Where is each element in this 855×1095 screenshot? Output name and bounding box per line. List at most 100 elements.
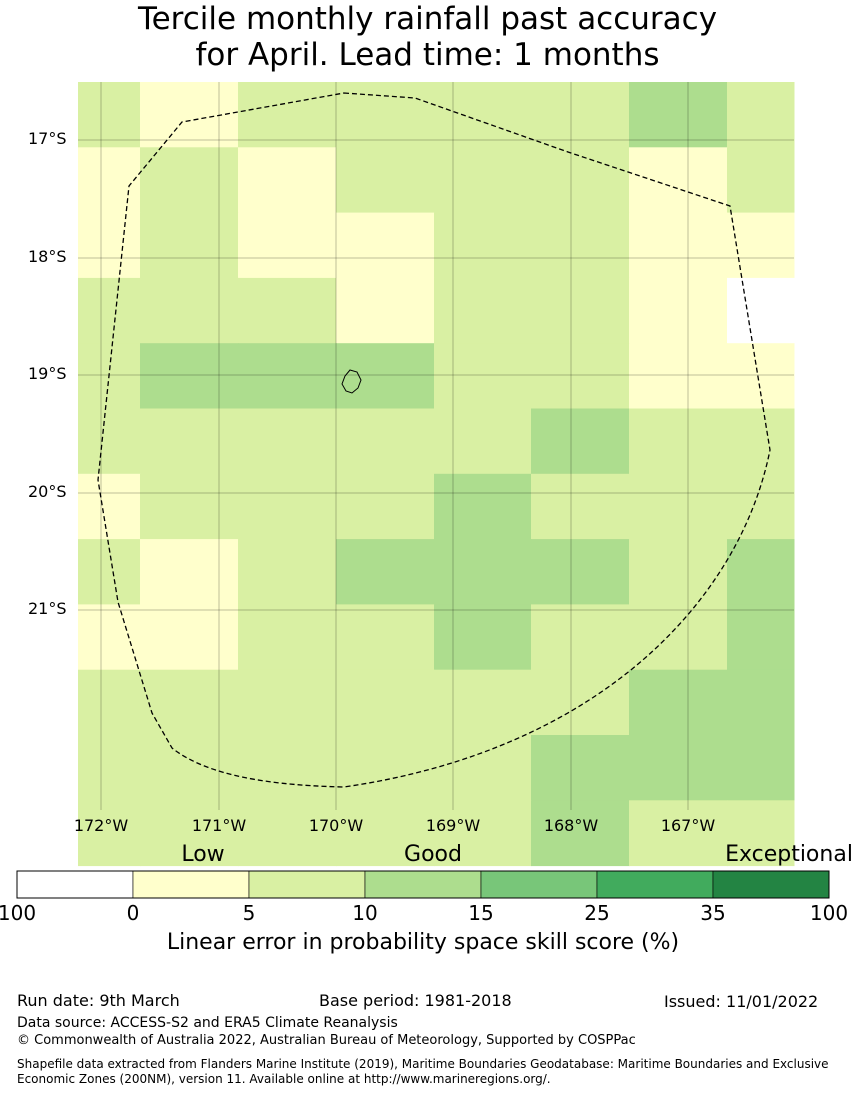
grid-cell	[238, 277, 337, 344]
grid-cell	[434, 800, 532, 867]
grid-cell	[140, 277, 239, 344]
grid-cell	[727, 735, 795, 801]
grid-cell	[434, 82, 532, 148]
grid-cell	[336, 147, 435, 214]
grid-cell	[78, 212, 141, 279]
grid-cell	[629, 604, 728, 671]
grid-cell	[727, 82, 795, 148]
grid-cell	[531, 147, 630, 214]
lat-label-21s: 21°S	[28, 599, 67, 618]
grid-cell	[336, 343, 435, 409]
grid-cell	[238, 212, 337, 279]
grid-cell	[336, 539, 435, 605]
colorbar-segment	[132, 870, 250, 899]
grid-cell	[727, 604, 795, 671]
lon-label-172w: 172°W	[73, 816, 129, 835]
grid-cell	[434, 473, 532, 540]
grid-cell	[531, 82, 630, 148]
grid-cell	[629, 735, 728, 801]
skill-grid	[78, 82, 795, 867]
base-period: Base period: 1981-2018	[319, 991, 512, 1010]
grid-cell	[434, 408, 532, 475]
grid-cell	[434, 539, 532, 605]
grid-cell	[531, 735, 630, 801]
grid-cell	[336, 604, 435, 671]
grid-cell	[78, 82, 141, 148]
colorbar-segment	[16, 870, 134, 899]
grid-cell	[140, 800, 239, 867]
grid-cell	[336, 473, 435, 540]
grid-cell	[434, 212, 532, 279]
grid-cell	[629, 277, 728, 344]
grid-cell	[629, 408, 728, 475]
grid-cell	[78, 604, 141, 671]
grid-cell	[629, 669, 728, 736]
colorbar-tick: 10	[352, 901, 378, 925]
grid-cell	[727, 277, 795, 344]
grid-cell	[140, 604, 239, 671]
grid-cell	[140, 669, 239, 736]
grid-cell	[238, 539, 337, 605]
colorbar-tick: 25	[584, 901, 610, 925]
grid-cell	[531, 800, 630, 867]
grid-cell	[531, 408, 630, 475]
grid-cell	[531, 212, 630, 279]
grid-cell	[629, 473, 728, 540]
grid-cell	[727, 408, 795, 475]
lat-label-18s: 18°S	[28, 247, 67, 266]
grid-cell	[238, 669, 337, 736]
grid-cell	[238, 147, 337, 214]
grid-cell	[434, 669, 532, 736]
grid-cell	[140, 408, 239, 475]
colorbar-segment	[712, 870, 830, 899]
grid-cell	[336, 669, 435, 736]
colorbar-segment	[596, 870, 714, 899]
copyright: © Commonwealth of Australia 2022, Austra…	[17, 1033, 636, 1048]
colorbar-tick: 0	[126, 901, 140, 925]
grid-cell	[531, 473, 630, 540]
grid-cell	[629, 800, 728, 867]
grid-cell	[727, 669, 795, 736]
lon-label-169w: 169°W	[425, 816, 481, 835]
grid-cell	[140, 147, 239, 214]
grid-cell	[727, 473, 795, 540]
colorbar-tick: 100	[809, 901, 849, 925]
grid-cell	[434, 735, 532, 801]
island-outline	[341, 369, 362, 394]
grid-cell	[531, 277, 630, 344]
grid-cell	[78, 800, 141, 867]
grid-cell	[727, 212, 795, 279]
grid-cell	[238, 735, 337, 801]
map-title-line1: Tercile monthly rainfall past accuracy	[137, 1, 718, 37]
run-date: Run date: 9th March	[17, 991, 180, 1010]
grid-cell	[336, 212, 435, 279]
issued-date: Issued: 11/01/2022	[664, 992, 819, 1011]
grid-cell	[336, 800, 435, 867]
colorbar-tick: 35	[700, 901, 726, 925]
grid-cell	[140, 539, 239, 605]
grid-cell	[434, 604, 532, 671]
grid-cell	[140, 212, 239, 279]
data-source: Data source: ACCESS-S2 and ERA5 Climate …	[17, 1015, 398, 1031]
grid-cell	[238, 82, 337, 148]
grid-cell	[629, 343, 728, 409]
lon-label-167w: 167°W	[660, 816, 716, 835]
grid-cell	[629, 147, 728, 214]
grid-cell	[140, 473, 239, 540]
grid-cell	[78, 147, 141, 214]
lat-label-17s: 17°S	[28, 129, 67, 148]
grid-cell	[336, 408, 435, 475]
lon-label-170w: 170°W	[308, 816, 364, 835]
grid-cell	[78, 408, 141, 475]
graticule	[78, 82, 794, 810]
colorbar-tick: 15	[468, 901, 494, 925]
grid-cell	[238, 800, 337, 867]
grid-cell	[238, 604, 337, 671]
grid-cell	[727, 147, 795, 214]
grid-cell	[78, 277, 141, 344]
grid-cell	[238, 473, 337, 540]
lon-label-171w: 171°W	[191, 816, 247, 835]
colorbar-segment	[480, 870, 598, 899]
eez-boundary	[97, 92, 771, 788]
